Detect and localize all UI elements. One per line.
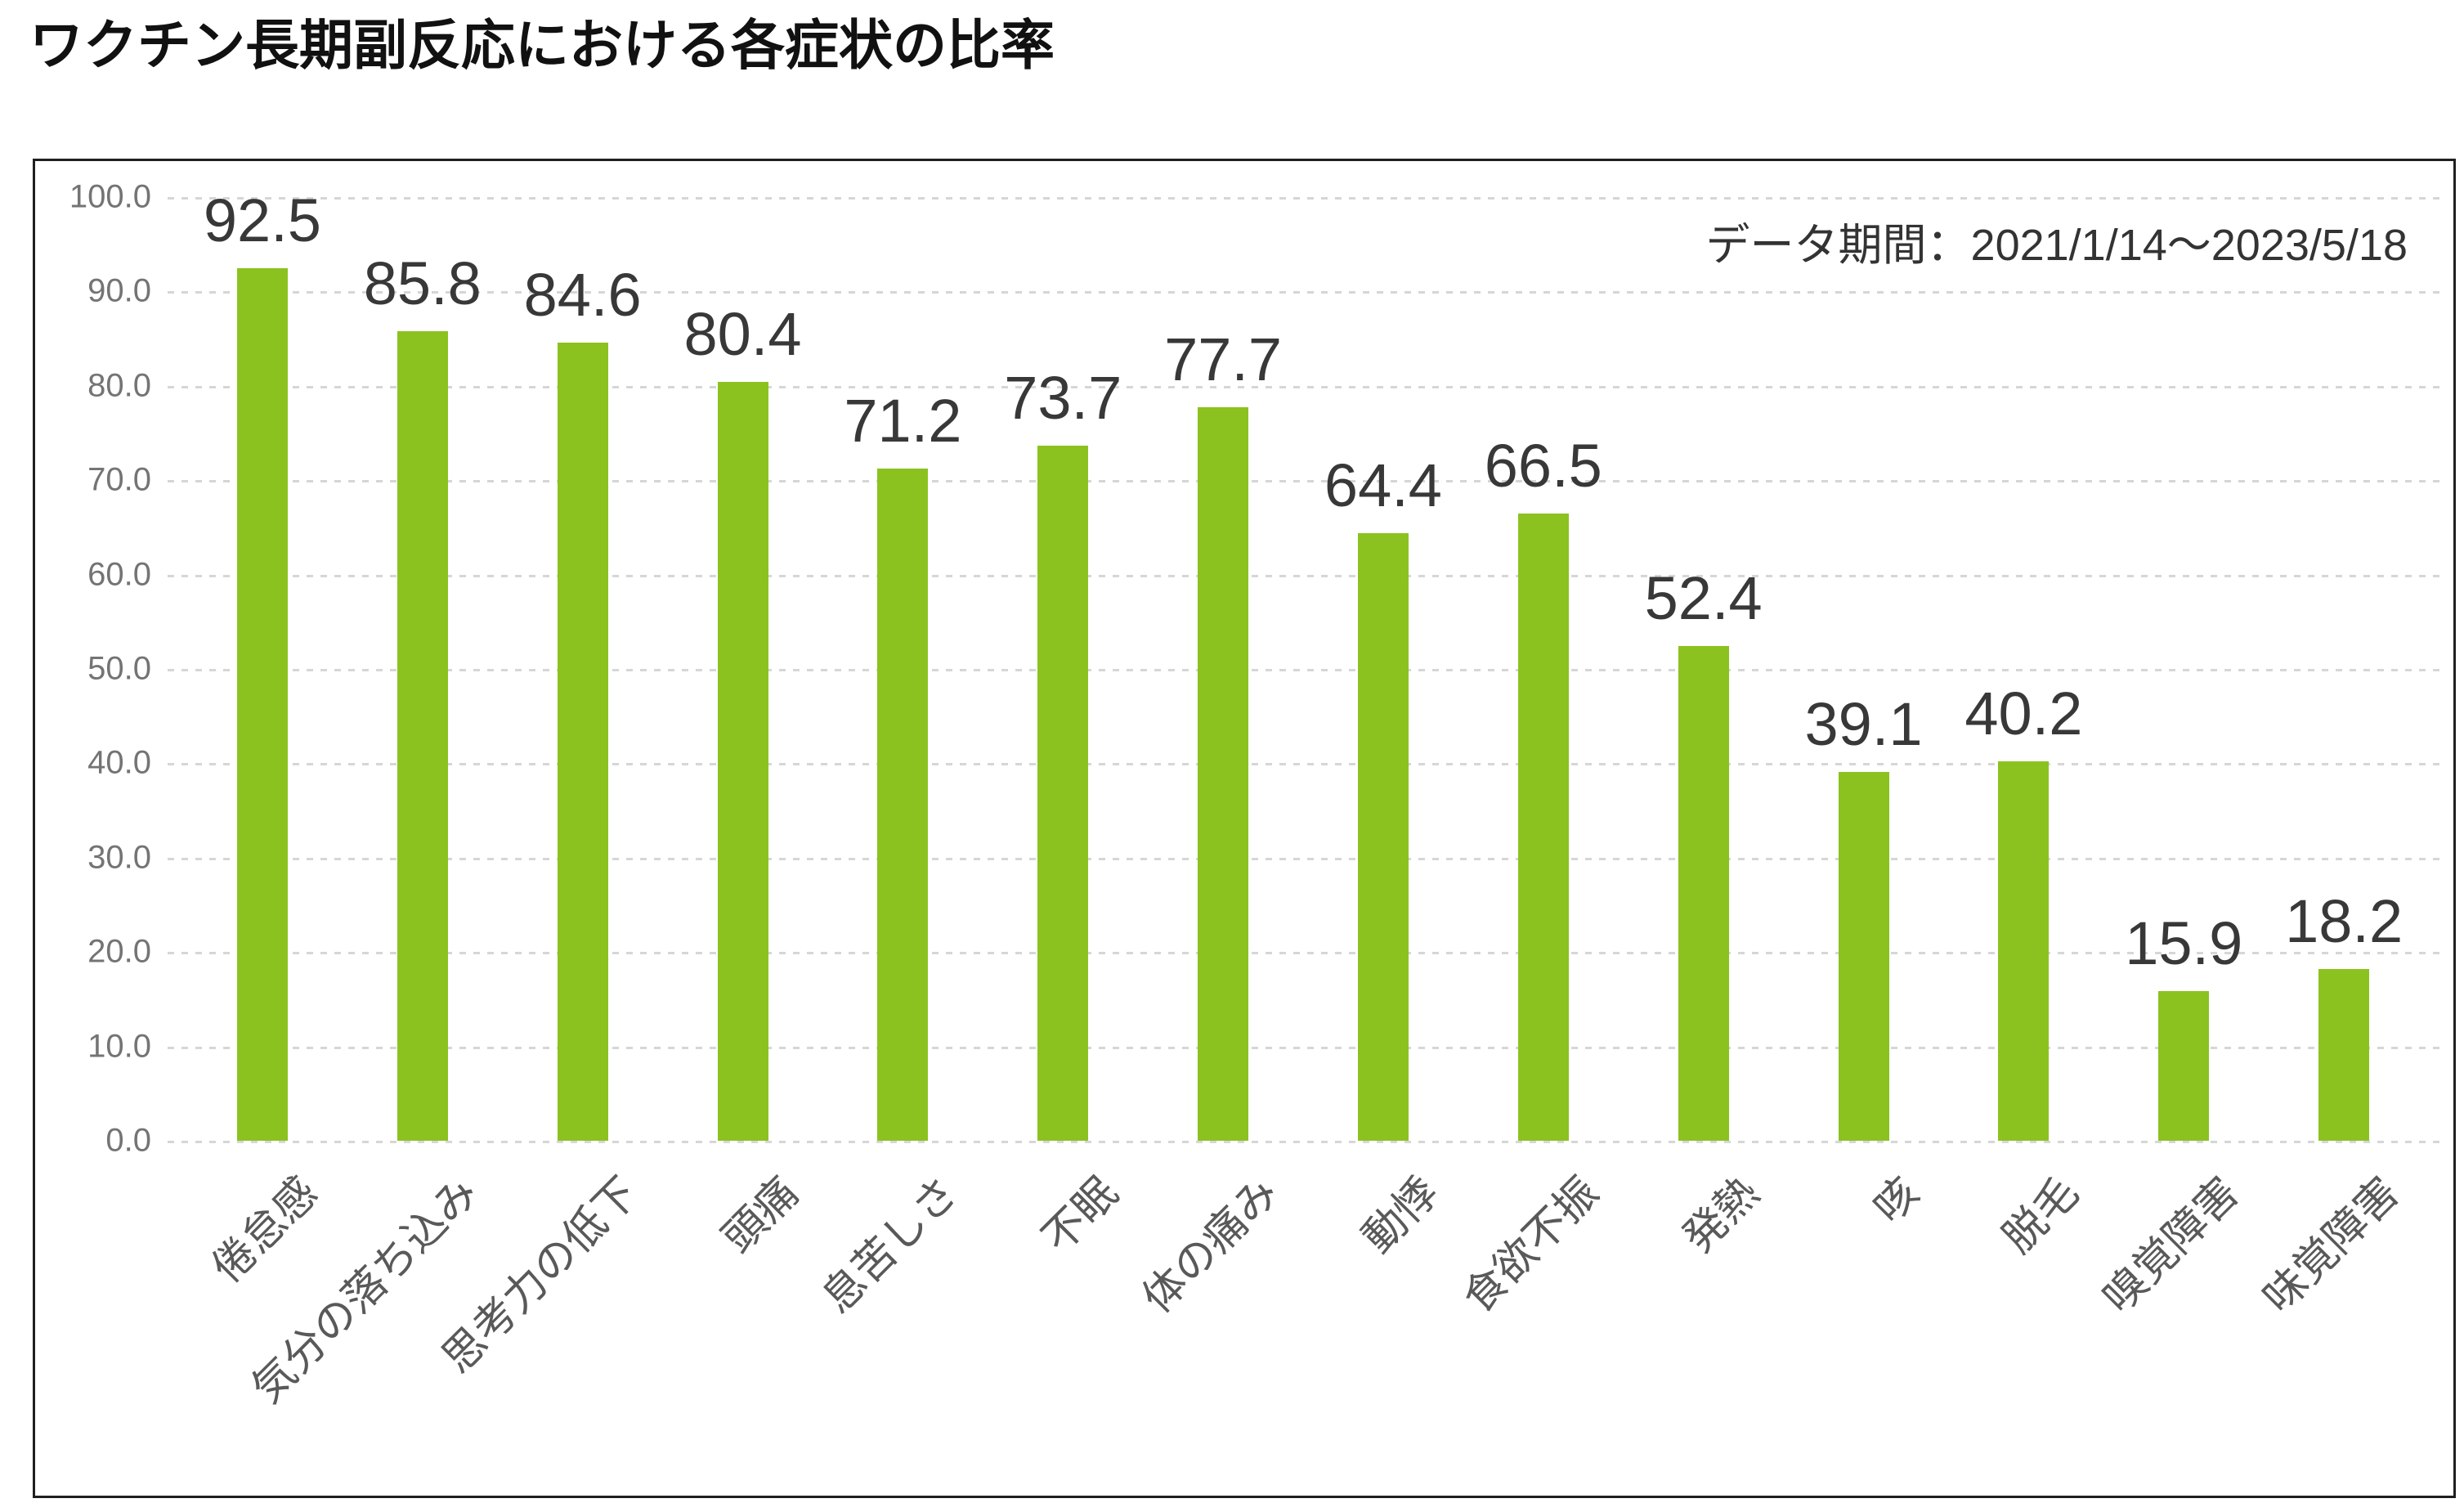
gridline <box>168 480 2447 483</box>
bar-value-label: 40.2 <box>1964 680 2083 748</box>
y-tick-label: 30.0 <box>87 839 151 876</box>
bar <box>877 469 929 1141</box>
page-title: ワクチン長期副反応における各症状の比率 <box>29 15 1055 75</box>
gridline <box>168 291 2447 294</box>
bar-slot: 77.7 <box>1143 161 1303 1141</box>
category-label: 嗅覚障害 <box>2094 1168 2249 1323</box>
bar <box>396 330 448 1141</box>
chart-container: データ期間：2021/1/14～2023/5/18 0.0 10.0 20.0 30.… <box>33 159 2456 1498</box>
category-label: 倦怠感 <box>203 1168 327 1293</box>
bar-slot: 15.9 <box>2103 161 2264 1141</box>
category-slot: 頭痛 <box>663 1155 823 1497</box>
category-slot: 思考力の低下 <box>433 1155 663 1497</box>
category-slot: 咳 <box>1784 1155 1944 1497</box>
bar-slot: 73.7 <box>983 161 1143 1141</box>
bar <box>1198 407 1249 1141</box>
bar <box>557 342 608 1141</box>
bar-value-label: 66.5 <box>1484 431 1602 500</box>
y-tick-label: 50.0 <box>87 650 151 687</box>
gridline <box>168 952 2447 955</box>
category-label: 咳 <box>1864 1168 1929 1232</box>
category-slot: 不眠 <box>983 1155 1143 1497</box>
bar <box>1678 646 1729 1141</box>
bar-value-label: 15.9 <box>2125 909 2243 977</box>
category-label: 頭痛 <box>713 1168 808 1263</box>
bar-value-label: 80.4 <box>683 300 802 369</box>
bar <box>1357 532 1409 1141</box>
bar-slot: 80.4 <box>663 161 823 1141</box>
bar-slot: 84.6 <box>503 161 663 1141</box>
gridline <box>168 1046 2447 1049</box>
bar-value-label: 85.8 <box>363 249 482 317</box>
y-tick-label: 70.0 <box>87 461 151 498</box>
bar <box>2158 990 2210 1141</box>
bar <box>236 267 288 1141</box>
bar-slot: 71.2 <box>822 161 983 1141</box>
bar <box>717 382 768 1141</box>
category-label: 不眠 <box>1033 1168 1128 1263</box>
category-slot: 食欲不振 <box>1454 1155 1624 1497</box>
y-tick-label: 40.0 <box>87 744 151 781</box>
bar-slot: 18.2 <box>2264 161 2424 1141</box>
gridline <box>168 385 2447 388</box>
y-tick-label: 0.0 <box>105 1122 151 1159</box>
gridline <box>168 669 2447 671</box>
category-label: 息苦しさ <box>813 1168 968 1323</box>
bar-value-label: 64.4 <box>1324 451 1442 519</box>
category-slot: 嗅覚障害 <box>2094 1155 2264 1497</box>
category-slot: 息苦しさ <box>813 1155 983 1497</box>
y-tick-label: 20.0 <box>87 933 151 970</box>
bar-value-label: 84.6 <box>523 260 642 329</box>
gridline <box>168 1141 2447 1143</box>
data-period-label: データ期間：2021/1/14～2023/5/18 <box>1705 221 2408 270</box>
category-label: 脱毛 <box>1994 1168 2089 1263</box>
gridline <box>168 857 2447 860</box>
bar <box>1998 761 2050 1141</box>
bar-slot: 85.8 <box>343 161 503 1141</box>
category-slot: 発熱 <box>1624 1155 1784 1497</box>
gridline <box>168 197 2447 200</box>
category-slot: 体の痛み <box>1134 1155 1303 1497</box>
bar-value-label: 18.2 <box>2285 886 2404 955</box>
category-label: 発熱 <box>1674 1168 1768 1263</box>
bar-value-label: 73.7 <box>1004 363 1122 432</box>
y-tick-label: 100.0 <box>69 178 151 215</box>
bars-region: 92.5 85.8 84.6 80.4 71.2 73.7 77.7 64.4 66.5 52.4… <box>182 161 2424 1141</box>
bar-value-label: 52.4 <box>1644 564 1763 633</box>
bar-value-label: 71.2 <box>844 387 962 455</box>
bar-slot: 64.4 <box>1303 161 1463 1141</box>
category-slot: 脱毛 <box>1943 1155 2103 1497</box>
bar-slot: 40.2 <box>1943 161 2103 1141</box>
y-tick-label: 80.0 <box>87 367 151 404</box>
category-slot: 味覚障害 <box>2255 1155 2424 1497</box>
bar <box>1838 771 1889 1141</box>
y-tick-label: 90.0 <box>87 272 151 309</box>
bar-slot: 66.5 <box>1463 161 1624 1141</box>
bar <box>1037 445 1089 1141</box>
y-tick-label: 60.0 <box>87 556 151 593</box>
category-label: 味覚障害 <box>2254 1168 2409 1323</box>
category-label: 動悸 <box>1354 1168 1448 1263</box>
bar-value-label: 39.1 <box>1804 689 1923 758</box>
gridline <box>168 574 2447 577</box>
bar <box>1517 513 1569 1141</box>
gridline <box>168 763 2447 766</box>
bar-value-label: 77.7 <box>1164 325 1283 394</box>
bar-slot: 39.1 <box>1784 161 1944 1141</box>
category-slot: 動悸 <box>1303 1155 1463 1497</box>
bar <box>2318 968 2370 1141</box>
y-tick-label: 10.0 <box>87 1028 151 1065</box>
category-label: 体の痛み <box>1133 1168 1288 1323</box>
bar-slot: 92.5 <box>182 161 343 1141</box>
category-label: 食欲不振 <box>1454 1168 1608 1323</box>
category-axis: 倦怠感 気分の落ち込み 思考力の低下 頭痛 息苦しさ 不眠 体の痛み 動悸 食欲不振 発熱咳脱毛嗅… <box>182 1155 2424 1497</box>
bar-value-label: 92.5 <box>203 186 321 254</box>
bar-slot: 52.4 <box>1624 161 1784 1141</box>
